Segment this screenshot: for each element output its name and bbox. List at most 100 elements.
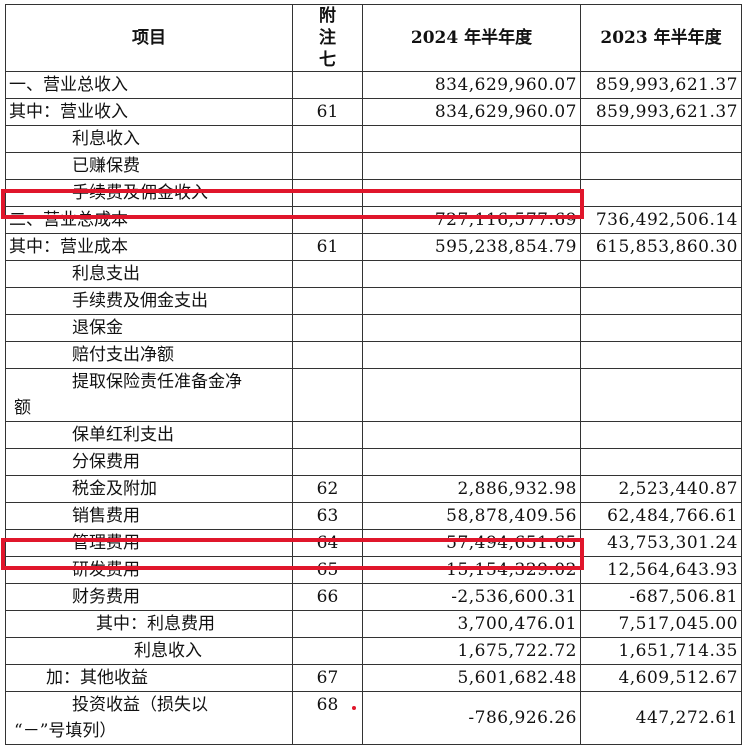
row-note xyxy=(292,341,363,369)
table-row: 财务费用 66 -2,536,600.31 -687,506.81 xyxy=(5,583,742,611)
row-current: 834,629,960.07 xyxy=(362,98,581,126)
row-item: 保单红利支出 xyxy=(5,421,293,449)
row-note xyxy=(292,314,363,342)
row-prior: 859,993,621.37 xyxy=(580,98,742,126)
row-prior: -687,506.81 xyxy=(580,583,742,611)
row-current: 3,700,476.01 xyxy=(362,610,581,638)
row-item-line1: 投资收益（损失以 xyxy=(72,695,208,715)
table-row: 利息支出 xyxy=(5,260,742,288)
row-item: 加：其他收益 xyxy=(5,664,293,692)
row-note xyxy=(292,421,363,449)
row-prior: 4,609,512.67 xyxy=(580,664,742,692)
row-note: 63 xyxy=(292,502,363,530)
row-item: 一、营业总收入 xyxy=(5,71,293,99)
row-prior xyxy=(580,341,742,369)
row-note: 64 xyxy=(292,529,363,557)
table-row: 利息收入 1,675,722.72 1,651,714.35 xyxy=(5,637,742,665)
row-current xyxy=(362,421,581,449)
row-note xyxy=(292,71,363,99)
row-current: 834,629,960.07 xyxy=(362,71,581,99)
table-row: 销售费用 63 58,878,409.56 62,484,766.61 xyxy=(5,502,742,530)
row-prior: 43,753,301.24 xyxy=(580,529,742,557)
row-item: 赔付支出净额 xyxy=(5,341,293,369)
row-current: -2,536,600.31 xyxy=(362,583,581,611)
row-item: 退保金 xyxy=(5,314,293,342)
row-current: 727,116,577.69 xyxy=(362,206,581,234)
row-note: 61 xyxy=(292,98,363,126)
row-item: 财务费用 xyxy=(5,583,293,611)
row-item: 管理费用 xyxy=(5,529,293,557)
row-current xyxy=(362,152,581,180)
row-item: 销售费用 xyxy=(5,502,293,530)
row-item: 分保费用 xyxy=(5,448,293,476)
row-item: 提取保险责任准备金净 额 xyxy=(5,368,293,422)
row-item: 其中：营业成本 xyxy=(5,233,293,261)
row-note: 68 xyxy=(292,691,363,745)
header-item: 项目 xyxy=(5,4,293,72)
row-prior: 7,517,045.00 xyxy=(580,610,742,638)
row-current xyxy=(362,368,581,422)
row-current: -786,926.26 xyxy=(362,691,581,745)
row-prior: 447,272.61 xyxy=(580,691,742,745)
table-row: 投资收益（损失以 “－”号填列） 68 -786,926.26 447,272.… xyxy=(5,691,742,745)
table-row: 提取保险责任准备金净 额 xyxy=(5,368,742,422)
row-item: 利息收入 xyxy=(5,125,293,153)
table-row: 二、营业总成本 727,116,577.69 736,492,506.14 xyxy=(5,206,742,234)
row-note xyxy=(292,206,363,234)
table-row: 保单红利支出 xyxy=(5,421,742,449)
row-current: 5,601,682.48 xyxy=(362,664,581,692)
header-note: 附注七 xyxy=(292,4,363,72)
row-current: 2,886,932.98 xyxy=(362,475,581,503)
row-note: 61 xyxy=(292,233,363,261)
row-prior xyxy=(580,179,742,207)
row-prior: 736,492,506.14 xyxy=(580,206,742,234)
row-prior xyxy=(580,287,742,315)
table-row: 其中：利息费用 3,700,476.01 7,517,045.00 xyxy=(5,610,742,638)
row-prior xyxy=(580,421,742,449)
row-item: 投资收益（损失以 “－”号填列） xyxy=(5,691,293,745)
table-row: 其中：营业成本 61 595,238,854.79 615,853,860.30 xyxy=(5,233,742,261)
row-item: 研发费用 xyxy=(5,556,293,584)
row-note: 65 xyxy=(292,556,363,584)
row-item: 利息支出 xyxy=(5,260,293,288)
table-row: 退保金 xyxy=(5,314,742,342)
row-note: 62 xyxy=(292,475,363,503)
row-prior xyxy=(580,448,742,476)
row-prior: 12,564,643.93 xyxy=(580,556,742,584)
red-dot-mark xyxy=(352,706,356,710)
header-row: 项目 附注七 2024 年半年度 2023 年半年度 xyxy=(5,4,742,72)
row-note xyxy=(292,179,363,207)
row-current: 15,154,329.02 xyxy=(362,556,581,584)
row-note: 66 xyxy=(292,583,363,611)
row-item-line2: 额 xyxy=(14,398,31,418)
row-note xyxy=(292,125,363,153)
row-current xyxy=(362,287,581,315)
table-row: 赔付支出净额 xyxy=(5,341,742,369)
header-current-period: 2024 年半年度 xyxy=(362,4,581,72)
row-current: 58,878,409.56 xyxy=(362,502,581,530)
row-item: 其中：营业收入 xyxy=(5,98,293,126)
table-row: 分保费用 xyxy=(5,448,742,476)
table-row: 一、营业总收入 834,629,960.07 859,993,621.37 xyxy=(5,71,742,99)
row-prior: 2,523,440.87 xyxy=(580,475,742,503)
row-note xyxy=(292,260,363,288)
table-row: 已赚保费 xyxy=(5,152,742,180)
table-row: 手续费及佣金收入 xyxy=(5,179,742,207)
row-item: 二、营业总成本 xyxy=(5,206,293,234)
header-prior-period: 2023 年半年度 xyxy=(580,4,742,72)
row-item: 手续费及佣金支出 xyxy=(5,287,293,315)
table-row: 手续费及佣金支出 xyxy=(5,287,742,315)
row-current: 595,238,854.79 xyxy=(362,233,581,261)
row-prior xyxy=(580,152,742,180)
row-note xyxy=(292,448,363,476)
row-note xyxy=(292,287,363,315)
table-row: 其中：营业收入 61 834,629,960.07 859,993,621.37 xyxy=(5,98,742,126)
row-item: 手续费及佣金收入 xyxy=(5,179,293,207)
row-current xyxy=(362,341,581,369)
row-prior: 62,484,766.61 xyxy=(580,502,742,530)
row-current: 1,675,722.72 xyxy=(362,637,581,665)
row-item: 税金及附加 xyxy=(5,475,293,503)
row-current xyxy=(362,314,581,342)
row-prior: 859,993,621.37 xyxy=(580,71,742,99)
row-current: 57,494,651.65 xyxy=(362,529,581,557)
